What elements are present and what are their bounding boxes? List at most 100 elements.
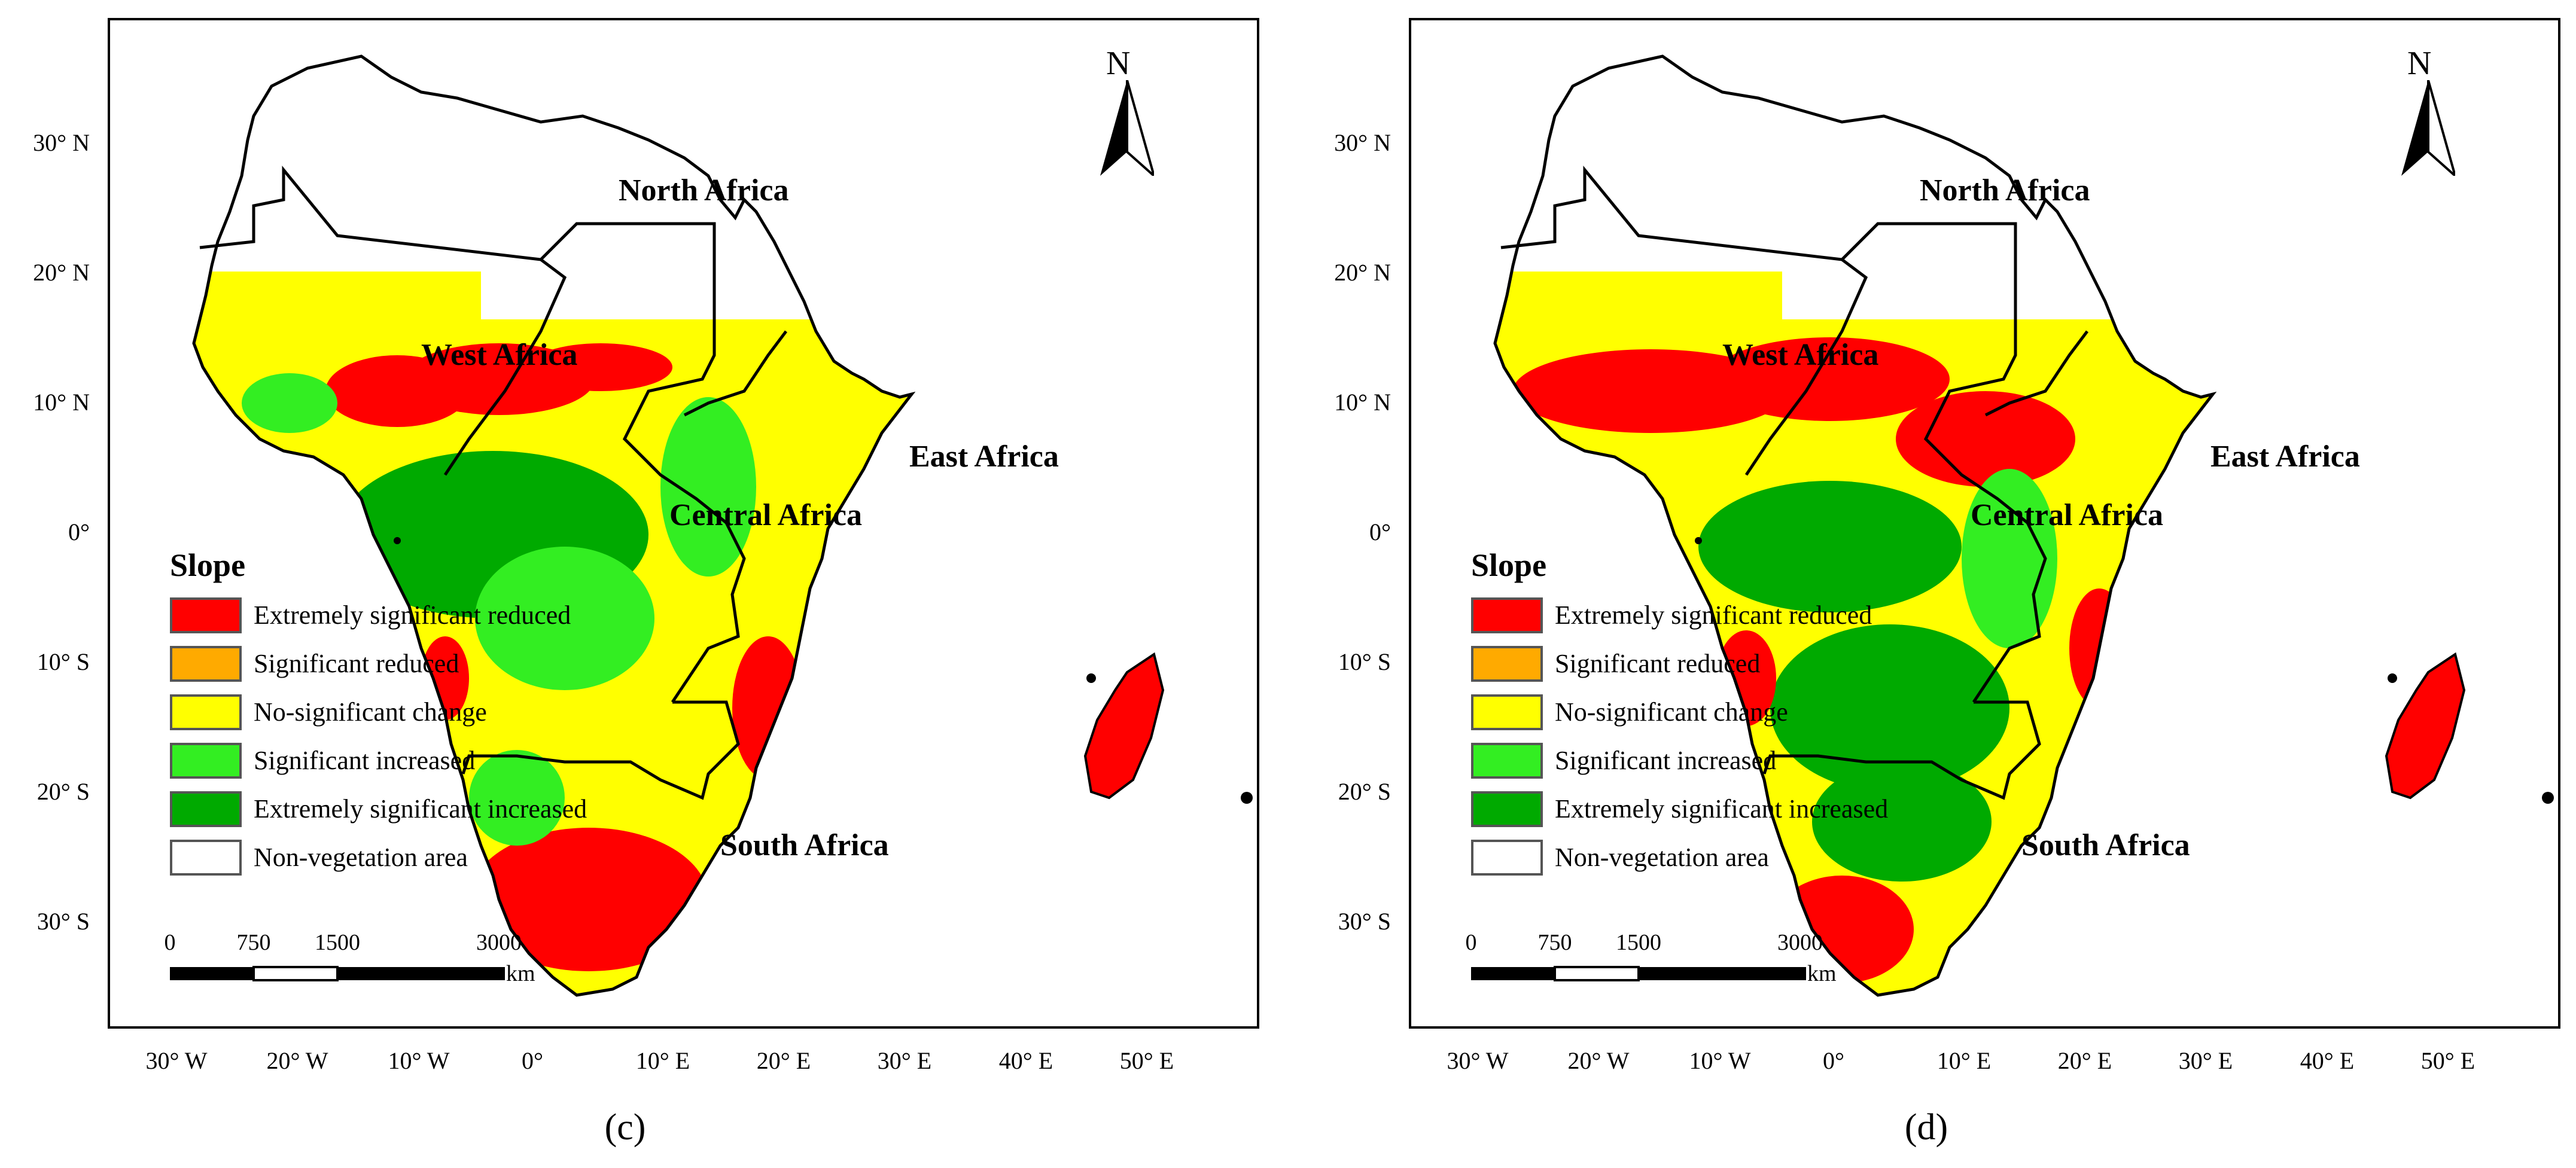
scale-tick-label: 1500 bbox=[315, 930, 360, 955]
region-label-south: South Africa bbox=[720, 828, 889, 862]
y-axis-label: 20° S bbox=[1338, 778, 1391, 805]
africa-map bbox=[1493, 54, 2554, 997]
legend-swatch bbox=[1471, 791, 1543, 827]
legend-swatch bbox=[1471, 597, 1543, 633]
north-label: N bbox=[1106, 45, 1131, 82]
legend-swatch bbox=[170, 597, 242, 633]
legend-swatch bbox=[1471, 645, 1543, 682]
x-axis-label: 30° E bbox=[877, 1047, 932, 1074]
legend-swatch bbox=[1471, 742, 1543, 779]
region-label-west: West Africa bbox=[421, 338, 578, 372]
region-label-central: Central Africa bbox=[669, 498, 863, 532]
x-axis-label: 20° E bbox=[756, 1047, 811, 1074]
region-label-west: West Africa bbox=[1722, 338, 1879, 372]
north-arrow-icon bbox=[2401, 80, 2455, 176]
y-axis-label: 20° S bbox=[36, 778, 90, 805]
x-axis-label: 10° E bbox=[1936, 1047, 1992, 1074]
y-axis-label: 20° N bbox=[33, 259, 90, 286]
legend-item-label: Significant increased bbox=[1555, 746, 1777, 775]
scale-bar-graphic bbox=[170, 966, 505, 981]
region-label-east: East Africa bbox=[2210, 440, 2360, 474]
x-axis-label: 20° E bbox=[2057, 1047, 2112, 1074]
map-panel-c: North Africa West Africa Central Africa … bbox=[33, 18, 1259, 1148]
x-axis-label: 50° E bbox=[1119, 1047, 1174, 1074]
legend-swatch bbox=[1471, 839, 1543, 876]
north-arrow-icon bbox=[1100, 80, 1154, 176]
legend-swatch bbox=[170, 694, 242, 730]
scale-unit: km bbox=[1807, 961, 1837, 986]
scale-tick-label: 0 bbox=[1465, 930, 1477, 955]
legend-item-label: Extremely significant increased bbox=[254, 794, 587, 824]
x-axis-label: 10° W bbox=[1689, 1047, 1751, 1074]
legend-item-label: Significant reduced bbox=[254, 649, 459, 678]
legend-swatch bbox=[170, 645, 242, 682]
legend-item-label: Non-vegetation area bbox=[254, 843, 468, 872]
legend-item: Significant increased bbox=[1471, 736, 1888, 785]
scale-tick-label: 750 bbox=[236, 930, 271, 955]
legend-swatch bbox=[1471, 694, 1543, 730]
scale-tick-label: 3000 bbox=[1777, 930, 1823, 955]
x-axis-label: 10° W bbox=[388, 1047, 450, 1074]
y-axis-label: 10° S bbox=[1338, 648, 1391, 675]
map-frame: North Africa West Africa Central Africa … bbox=[108, 18, 1259, 1029]
y-axis-label: 0° bbox=[1369, 519, 1391, 545]
legend-item: Significant reduced bbox=[1471, 639, 1888, 688]
x-axis-label: 0° bbox=[522, 1047, 543, 1074]
legend-title: Slope bbox=[170, 547, 246, 583]
legend-item-label: Non-vegetation area bbox=[1555, 843, 1769, 872]
legend-swatch bbox=[170, 839, 242, 876]
y-axis-label: 10° N bbox=[33, 389, 90, 416]
legend: Slope Extremely significant reduced Sign… bbox=[1471, 547, 1888, 882]
x-axis-label: 20° W bbox=[1567, 1047, 1630, 1074]
x-axis-label: 30° W bbox=[145, 1047, 208, 1074]
scale-unit: km bbox=[506, 961, 535, 986]
legend-item: Non-vegetation area bbox=[170, 833, 587, 882]
x-axis-label: 50° E bbox=[2420, 1047, 2475, 1074]
legend-item: Extremely significant reduced bbox=[1471, 591, 1888, 639]
legend-title: Slope bbox=[1471, 547, 1547, 583]
y-axis-label: 10° S bbox=[36, 648, 90, 675]
legend-item: Significant increased bbox=[170, 736, 587, 785]
north-label: N bbox=[2407, 45, 2432, 82]
x-axis-label: 30° W bbox=[1447, 1047, 1509, 1074]
scale-bar-graphic bbox=[1471, 966, 1806, 981]
x-axis-label: 10° E bbox=[635, 1047, 690, 1074]
legend-item-label: Extremely significant increased bbox=[1555, 794, 1889, 824]
legend-item-label: Significant reduced bbox=[1555, 649, 1761, 678]
legend-item-label: No-significant change bbox=[254, 697, 487, 727]
legend-item-label: Significant increased bbox=[254, 746, 476, 775]
legend-swatch bbox=[170, 742, 242, 779]
legend-item: No-significant change bbox=[170, 688, 587, 736]
legend-swatch bbox=[170, 791, 242, 827]
y-axis-label: 20° N bbox=[1334, 259, 1391, 286]
legend: Slope Extremely significant reduced Sign… bbox=[170, 547, 587, 882]
legend-item: Significant reduced bbox=[170, 639, 587, 688]
region-label-east: East Africa bbox=[909, 440, 1059, 474]
scale-tick-label: 750 bbox=[1537, 930, 1572, 955]
panel-label: (c) bbox=[604, 1107, 646, 1148]
y-axis-label: 30° S bbox=[1338, 908, 1391, 935]
legend-item: Extremely significant increased bbox=[1471, 785, 1888, 833]
y-axis-label: 0° bbox=[68, 519, 90, 545]
scale-tick-label: 1500 bbox=[1616, 930, 1661, 955]
x-axis-label: 40° E bbox=[2300, 1047, 2355, 1074]
legend-item: Extremely significant reduced bbox=[170, 591, 587, 639]
legend-item-label: Extremely significant reduced bbox=[254, 600, 571, 630]
x-axis-label: 40° E bbox=[998, 1047, 1053, 1074]
map-panel-d: North Africa West Africa Central Africa … bbox=[1298, 0, 2576, 1168]
y-axis-label: 10° N bbox=[1334, 389, 1391, 416]
region-label-north: North Africa bbox=[1920, 173, 2090, 208]
region-label-south: South Africa bbox=[2021, 828, 2190, 862]
legend-item-label: Extremely significant reduced bbox=[1555, 600, 1872, 630]
panel-label: (d) bbox=[1904, 1107, 1948, 1148]
x-axis-label: 20° W bbox=[266, 1047, 328, 1074]
legend-item: No-significant change bbox=[1471, 688, 1888, 736]
scale-tick-label: 3000 bbox=[476, 930, 522, 955]
x-axis-label: 30° E bbox=[2178, 1047, 2233, 1074]
map-frame: North Africa West Africa Central Africa … bbox=[1409, 18, 2560, 1029]
legend-item: Extremely significant increased bbox=[170, 785, 587, 833]
y-axis-label: 30° S bbox=[36, 908, 90, 935]
scale-tick-label: 0 bbox=[164, 930, 176, 955]
legend-item-label: No-significant change bbox=[1555, 697, 1788, 727]
y-axis-label: 30° N bbox=[1334, 129, 1391, 156]
